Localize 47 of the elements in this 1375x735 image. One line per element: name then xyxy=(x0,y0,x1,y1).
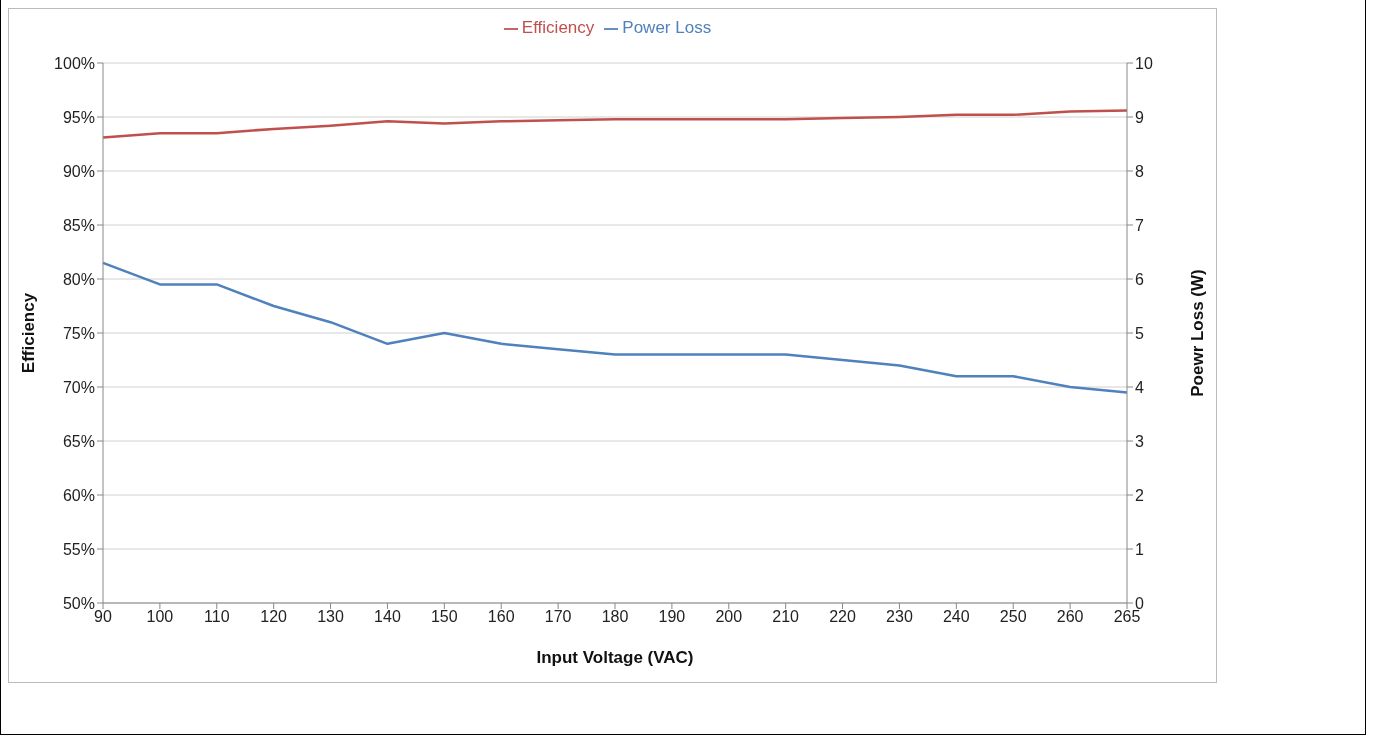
y2-tick-label: 8 xyxy=(1135,162,1144,180)
x-tick-label: 150 xyxy=(430,608,458,626)
x-tick-label: 100 xyxy=(146,608,174,626)
x-tick-label: 230 xyxy=(886,608,913,626)
y-tick-label: 90% xyxy=(62,162,95,180)
line-series xyxy=(101,261,1129,394)
y-tick-label: 70% xyxy=(62,378,95,396)
y2-tick-label: 2 xyxy=(1135,486,1144,504)
x-tick-label: 260 xyxy=(1056,608,1084,626)
y-tick-label: 100% xyxy=(54,54,95,72)
legend-label: Efficiency xyxy=(521,18,595,37)
y-tick-label: 55% xyxy=(62,540,95,558)
y2-tick-label: 3 xyxy=(1135,432,1144,450)
x-tick-label: 140 xyxy=(374,608,401,626)
x-tick-label: 170 xyxy=(544,608,572,626)
x-axis-title: Input Voltage (VAC) xyxy=(536,648,694,667)
x-tick-label: 200 xyxy=(715,608,743,626)
x-tick-label: 210 xyxy=(772,608,800,626)
x-tick-label: 240 xyxy=(942,608,970,626)
y2-tick-label: 7 xyxy=(1135,216,1144,234)
x-tick-label: 220 xyxy=(829,608,856,626)
legend-label: Power Loss xyxy=(622,18,712,37)
x-tick-label: 265 xyxy=(1113,608,1141,626)
x-tick-label: 190 xyxy=(658,608,686,626)
y-tick-label: 75% xyxy=(62,324,95,342)
y-tick-label: 60% xyxy=(62,486,95,504)
x-tick-label: 180 xyxy=(601,608,629,626)
y-tick-label: 85% xyxy=(62,216,95,234)
x-tick-label: 160 xyxy=(487,608,515,626)
y-axis-title: Efficiency xyxy=(19,292,39,374)
y-tick-label: 80% xyxy=(62,270,95,288)
y2-tick-label: 9 xyxy=(1135,108,1144,126)
x-tick-label: 130 xyxy=(317,608,344,626)
y2-tick-label: 4 xyxy=(1135,378,1144,396)
y2-axis-title: Poewr Loss (W) xyxy=(1188,269,1208,397)
y-tick-label: 95% xyxy=(62,108,95,126)
x-tick-label: 120 xyxy=(260,608,288,626)
x-tick-label: 110 xyxy=(204,608,230,626)
line-series xyxy=(101,109,1129,139)
y2-tick-label: 6 xyxy=(1135,270,1144,288)
y-tick-label: 65% xyxy=(62,432,95,450)
x-tick-label: 90 xyxy=(94,608,112,626)
x-tick-label: 250 xyxy=(999,608,1027,626)
y2-tick-label: 5 xyxy=(1135,324,1144,342)
y2-tick-label: 1 xyxy=(1135,540,1144,558)
y-tick-label: 50% xyxy=(62,594,95,612)
y2-tick-label: 10 xyxy=(1135,54,1153,72)
